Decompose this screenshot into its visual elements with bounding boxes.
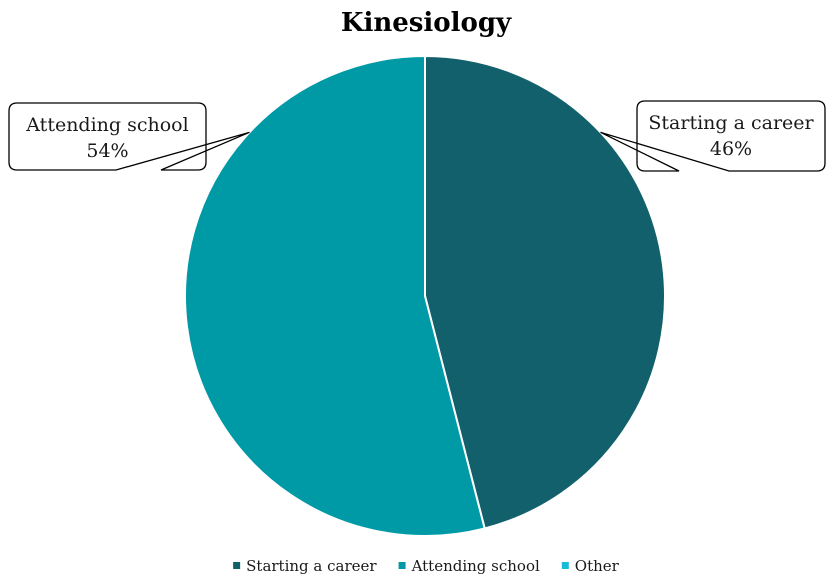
legend-label-attending-school: Attending school [411,557,540,575]
pie-slice-starting-a-career [424,54,666,530]
chart-title: Kinesiology [341,8,512,38]
data-label-category: Attending school [25,114,188,136]
callout-starting-a-career: Starting a career 46% [600,100,826,172]
data-label-value: 54% [86,140,128,162]
legend-swatch-starting-a-career [233,562,241,569]
legend-swatch-attending-school [398,562,406,569]
data-label-callouts: Starting a career 46% Attending school 54% [8,100,826,172]
callout-attending-school: Attending school 54% [8,102,250,171]
pie-slices [184,54,666,537]
pie-slice-attending-school [184,54,486,537]
data-label-value: 46% [710,138,752,160]
legend-swatch-other [561,562,569,569]
legend: Starting a career Attending school Other [233,557,620,575]
legend-label-starting-a-career: Starting a career [246,557,377,575]
data-label-category: Starting a career [648,112,814,134]
legend-label-other: Other [575,557,620,575]
callout-box [600,100,826,172]
callout-box [8,102,250,171]
